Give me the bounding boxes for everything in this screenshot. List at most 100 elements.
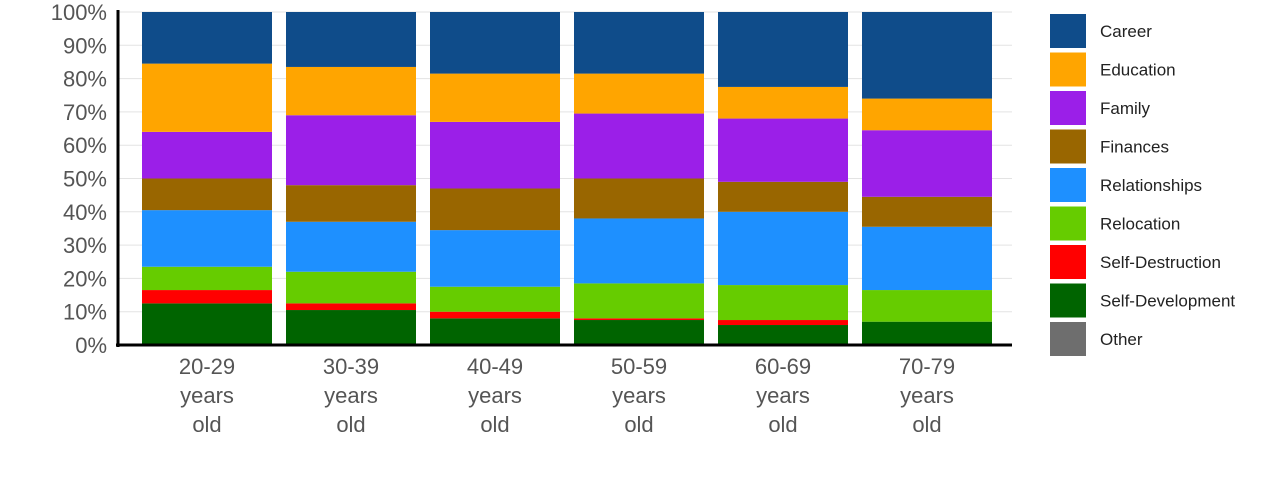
x-category-label: 60-69 [755,354,811,379]
y-tick-label: 100% [51,0,107,25]
bar-segment-education [718,86,848,119]
bar-segment-finances [574,178,704,219]
bar-segment-education [862,98,992,131]
bar-segment-relocation [142,266,272,291]
bar-segment-relocation [430,286,560,312]
bar-segment-relationships [574,218,704,284]
y-tick-label: 30% [63,233,107,258]
bar-segment-education [286,66,416,116]
x-category-label: 70-79 [899,354,955,379]
bar-segment-career [862,12,992,99]
x-category-label: old [768,412,797,437]
x-category-label: 30-39 [323,354,379,379]
bar-segment-self-destruction [574,318,704,321]
legend-label-family: Family [1100,99,1151,118]
bar-segment-family [142,131,272,179]
x-category-label: old [480,412,509,437]
legend-label-finances: Finances [1100,138,1169,157]
bar-segment-self-destruction [718,320,848,326]
axes [116,10,1012,347]
bar-segment-relocation [862,290,992,322]
bar-segment-family [430,121,560,189]
legend-label-self-development: Self-Development [1100,292,1235,311]
y-tick-label: 60% [63,133,107,158]
bar-segment-self-destruction [430,311,560,319]
legend-swatch-relationships [1050,168,1086,202]
bar-segment-education [574,73,704,114]
legend-label-education: Education [1100,61,1176,80]
bar-segment-finances [142,178,272,211]
bar-segment-career [574,12,704,74]
legend-swatch-family [1050,91,1086,125]
bar-segment-family [862,130,992,197]
x-axis-category-labels: 20-29 years old 30-39 years old 40-49 years old 5… [179,354,955,437]
bar-segment-self-development [862,321,992,345]
y-tick-label: 50% [63,167,107,192]
x-category-label: years [180,383,234,408]
y-tick-label: 20% [63,266,107,291]
y-tick-label: 40% [63,200,107,225]
y-axis-tick-labels: 0% 10% 20% 30% 40% 50% 60% 70% 80% 90% 100% [51,0,107,358]
x-category-label: old [624,412,653,437]
bar-segment-education [142,63,272,132]
bar-segment-career [430,12,560,74]
bar-segment-finances [430,188,560,231]
legend-swatch-self-destruction [1050,245,1086,279]
bar-segment-self-development [142,303,272,345]
bar-segment-family [286,115,416,186]
bar-segment-self-development [574,320,704,345]
bar-segment-relationships [286,221,416,272]
x-category-label: old [192,412,221,437]
bar-segment-self-development [718,325,848,345]
x-category-label: old [912,412,941,437]
x-category-label: 50-59 [611,354,667,379]
legend-swatch-relocation [1050,206,1086,241]
bar-segment-self-destruction [286,303,416,311]
bar-segment-relationships [142,210,272,267]
bar-segment-relocation [574,283,704,319]
bar-segment-career [142,12,272,64]
bar-segment-relationships [718,211,848,286]
bars [142,12,992,345]
legend-label-relationships: Relationships [1100,176,1202,195]
bar-segment-finances [862,196,992,227]
bar-segment-self-destruction [142,290,272,304]
bar-segment-relocation [718,285,848,321]
bar-segment-relocation [286,271,416,304]
legend-swatch-career [1050,14,1086,48]
legend-swatch-education [1050,52,1086,87]
y-tick-label: 90% [63,33,107,58]
y-tick-label: 70% [63,100,107,125]
x-category-label: 40-49 [467,354,523,379]
x-category-label: years [756,383,810,408]
bar-segment-finances [718,181,848,212]
legend: Career Education Family Finances Relationshi… [1050,14,1235,356]
bar-segment-finances [286,185,416,222]
bar-segment-family [574,113,704,179]
x-category-label: years [324,383,378,408]
x-category-label: years [468,383,522,408]
y-tick-label: 0% [75,333,107,358]
legend-label-relocation: Relocation [1100,215,1180,234]
legend-label-career: Career [1100,22,1152,41]
bar-segment-education [430,73,560,122]
bar-segment-career [286,12,416,67]
legend-label-self-destruction: Self-Destruction [1100,253,1221,272]
x-category-label: years [612,383,666,408]
legend-swatch-other [1050,322,1086,356]
bar-segment-career [718,12,848,87]
y-tick-label: 80% [63,67,107,92]
legend-label-other: Other [1100,330,1143,349]
bar-segment-self-development [430,318,560,345]
bar-segment-relationships [862,226,992,291]
x-category-label: 20-29 [179,354,235,379]
bar-segment-relationships [430,230,560,287]
bar-segment-family [718,118,848,182]
y-tick-label: 10% [63,300,107,325]
bar-segment-self-development [286,310,416,345]
x-category-label: years [900,383,954,408]
legend-swatch-self-development [1050,283,1086,318]
legend-swatch-finances [1050,129,1086,164]
x-category-label: old [336,412,365,437]
